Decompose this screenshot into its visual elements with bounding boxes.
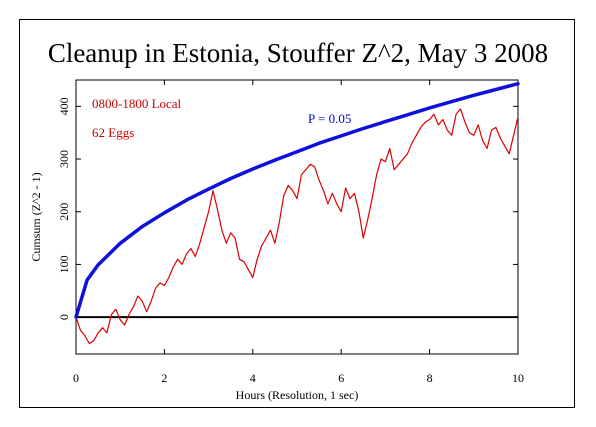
y-tick-label: 0 [57, 314, 71, 320]
p05-threshold-curve [74, 81, 520, 319]
chart-frame [19, 19, 575, 408]
x-tick-label: 2 [161, 371, 167, 385]
chart-title: Cleanup in Estonia, Stouffer Z^2, May 3 … [48, 38, 548, 68]
annotation-time-range: 0800-1800 Local [92, 96, 182, 111]
x-tick-label: 8 [427, 371, 433, 385]
annotation-egg-count: 62 Eggs [92, 125, 134, 140]
x-tick-label: 10 [512, 371, 524, 385]
cumulative-deviation-line [75, 108, 519, 345]
plot-area [75, 79, 519, 355]
x-axis-label: Hours (Resolution, 1 sec) [236, 388, 359, 402]
y-tick-label: 400 [57, 97, 71, 115]
annotation-significance-label: P = 0.05 [308, 111, 351, 126]
y-tick-labels: 0 100 200 300 400 [57, 97, 71, 320]
y-axis-label: Cumsum (Z^2 - 1) [29, 172, 43, 261]
axis-ticks [75, 80, 519, 354]
y-tick-label: 100 [57, 255, 71, 273]
x-tick-labels: 0 2 4 6 8 10 [73, 371, 524, 385]
x-tick-label: 4 [250, 371, 256, 385]
y-tick-label: 300 [57, 150, 71, 168]
y-tick-label: 200 [57, 203, 71, 221]
x-tick-label: 6 [338, 371, 344, 385]
x-tick-label: 0 [73, 371, 79, 385]
series-layer [74, 81, 520, 345]
